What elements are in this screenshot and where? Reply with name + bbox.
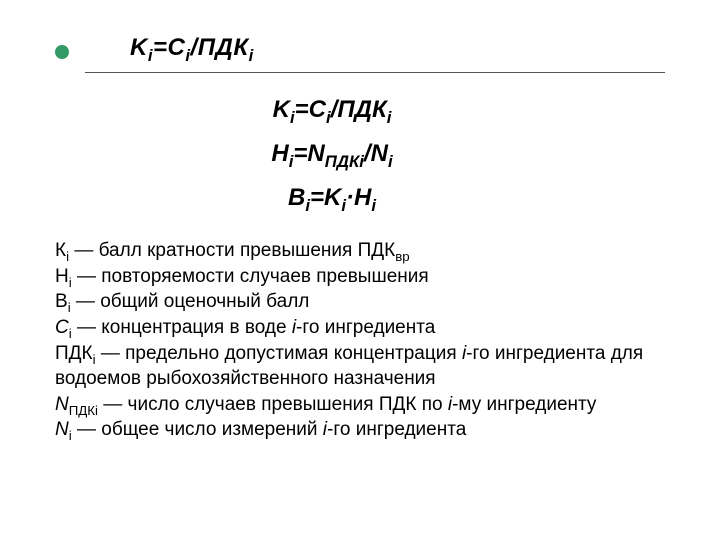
formula-2: Hi=NПДКi/Ni — [0, 140, 692, 168]
l1-txt: — балл кратности превышения ПДК — [69, 240, 395, 261]
title-eq: = — [153, 34, 168, 61]
l7-txt-b: -го ингредиента — [327, 419, 466, 440]
l2-sym: Н — [55, 266, 69, 287]
title-C: C — [168, 34, 186, 61]
legend-line-2: Нi — повторяемости случаев превышения — [55, 264, 675, 290]
f3-H-sub: i — [371, 196, 376, 215]
title-PDK-sub: i — [249, 46, 254, 65]
f1-PDK-sub: i — [387, 108, 392, 127]
l1-sym: К — [55, 240, 66, 261]
f1-C: C — [309, 96, 326, 123]
legend-line-7: Ni — общее число измерений i-го ингредие… — [55, 417, 675, 443]
f2-slash: / — [364, 140, 371, 167]
l5-txt-a: — предельно допустимая концентрация — [96, 343, 462, 364]
f3-K: K — [324, 184, 341, 211]
title-K: K — [130, 34, 148, 61]
legend-block: Кi — балл кратности превышения ПДКвр Нi … — [55, 238, 675, 443]
l7-sym: N — [55, 419, 69, 440]
f1-PDK: ПДК — [337, 96, 386, 123]
f3-B: B — [288, 184, 305, 211]
title-bullet — [55, 45, 69, 59]
title-slash: / — [191, 34, 198, 61]
legend-line-3: Вi — общий оценочный балл — [55, 289, 675, 315]
f2-eq: = — [293, 140, 307, 167]
l3-sym: В — [55, 291, 68, 312]
legend-line-4: Сi — концентрация в воде i-го ингредиент… — [55, 315, 675, 341]
l7-txt-a: — общее число измерений — [72, 419, 323, 440]
f3-H: H — [354, 184, 371, 211]
legend-line-6: NПДКi — число случаев превышения ПДК по … — [55, 392, 675, 418]
f2-N2: N — [371, 140, 388, 167]
legend-line-5: ПДКi — предельно допустимая концентрация… — [55, 341, 675, 392]
f2-N1: N — [307, 140, 324, 167]
l6-sub: ПДКi — [69, 403, 98, 418]
title-PDK: ПДК — [198, 34, 249, 61]
formula-1: Ki=Ci/ПДКi — [0, 96, 692, 124]
l5-sym: ПДК — [55, 343, 93, 364]
l3-txt: — общий оценочный балл — [71, 291, 310, 312]
l1-sub2: вр — [395, 249, 409, 264]
horizontal-rule — [85, 72, 665, 73]
l4-txt-b: -го ингредиента — [296, 317, 435, 338]
l6-txt-a: — число случаев превышения ПДК по — [98, 394, 448, 415]
l6-sym: N — [55, 394, 69, 415]
f3-eq: = — [310, 184, 324, 211]
f2-H: H — [271, 140, 288, 167]
f2-N2-sub: i — [388, 152, 393, 171]
l4-txt-a: — концентрация в воде — [72, 317, 292, 338]
f2-N1-sub: ПДКi — [325, 152, 364, 171]
f1-K: K — [273, 96, 290, 123]
l6-txt-b: -му ингредиенту — [452, 394, 596, 415]
l4-sym: С — [55, 317, 69, 338]
slide-title: Ki=Ci/ПДКi — [130, 34, 254, 62]
formula-3: Bi=Ki·Hi — [0, 184, 692, 212]
f1-eq: = — [295, 96, 309, 123]
l2-txt: — повторяемости случаев превышения — [72, 266, 429, 287]
f3-dot: · — [346, 184, 354, 211]
legend-line-1: Кi — балл кратности превышения ПДКвр — [55, 238, 675, 264]
